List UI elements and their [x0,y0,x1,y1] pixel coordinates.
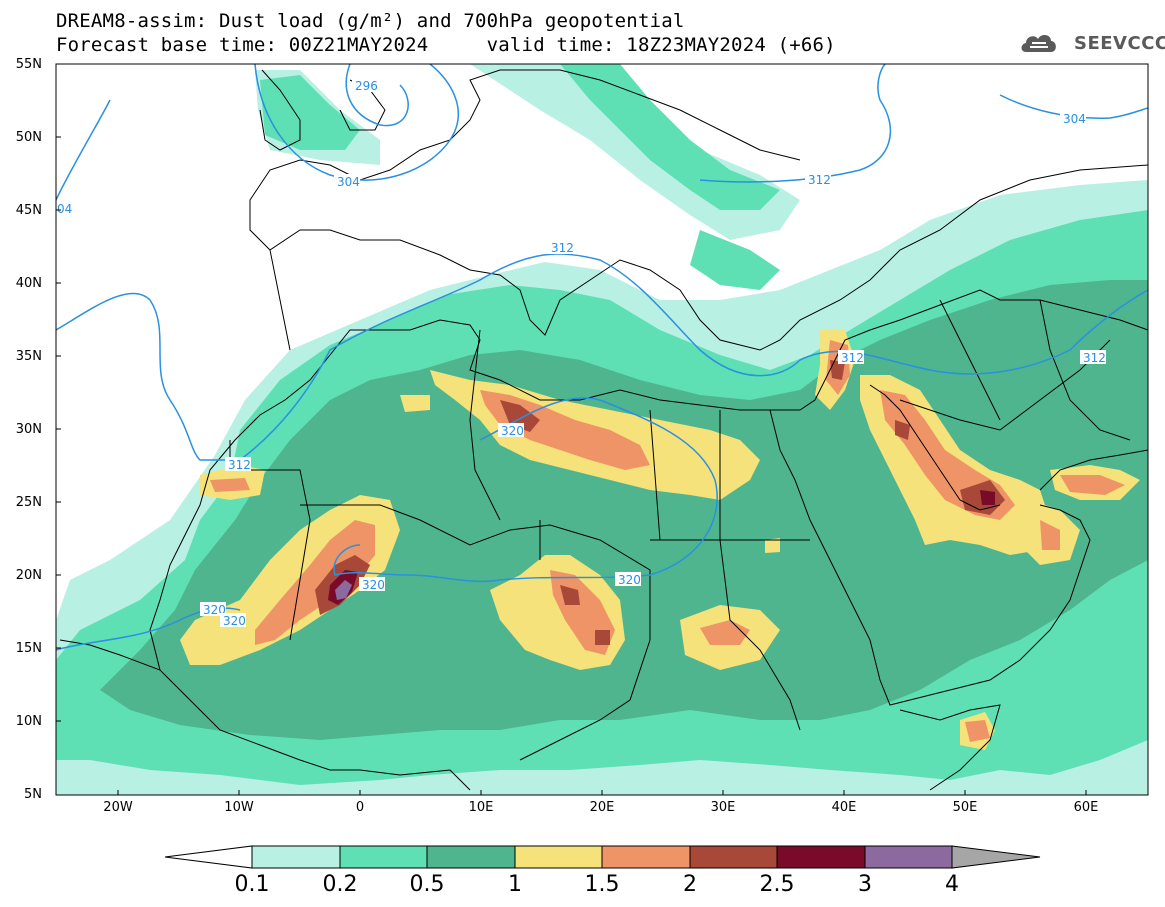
lat-label-5n: 5N [24,787,42,802]
lat-label-25n: 25N [15,495,42,510]
contour-label-312c: 312 [841,351,864,365]
contour-labels: 296 304 304 312 312 312 312 312 320 320 [57,78,1106,628]
axis-ticks [56,136,1087,795]
colorbar-bin-2.5 [776,845,866,869]
lat-label-50n: 50N [15,130,42,145]
lat-label-45n: 45N [15,203,42,218]
lat-label-40n: 40N [15,276,42,291]
colorbar [164,845,1041,869]
forecast-time-info: Forecast base time: 00Z21MAY2024 valid t… [56,34,836,56]
contour-label-312a: 312 [551,241,574,255]
lon-label-0: 0 [355,800,365,815]
lon-label-10e: 10E [468,800,494,815]
lat-label-10n: 10N [15,714,42,729]
contour-label-320b: 320 [362,578,385,592]
colorbar-arrow-low [164,845,253,869]
contour-label-304b: 304 [1063,112,1086,126]
contour-label-312e: 312 [1083,351,1106,365]
colorbar-label-0.1: 0.1 [234,872,270,897]
lat-label-15n: 15N [15,641,42,656]
lon-label-50e: 50E [952,800,978,815]
colorbar-bin-1 [514,845,603,869]
lat-label-30n: 30N [15,422,42,437]
contour-label-312d: 312 [228,458,251,472]
lon-label-20e: 20E [589,800,615,815]
colorbar-label-4: 4 [945,872,959,897]
colorbar-arrow-high [951,845,1041,869]
colorbar-bin-0.2 [339,845,428,869]
colorbar-label-0.5: 0.5 [409,872,445,897]
lat-label-35n: 35N [15,349,42,364]
lat-label-55n: 55N [15,57,42,72]
contour-label-320e: 320 [223,614,246,628]
lon-label-10w: 10W [224,800,254,815]
colorbar-label-2: 2 [683,872,697,897]
colorbar-bin-2 [689,845,778,869]
colorbar-label-1.5: 1.5 [584,872,620,897]
colorbar-bin-0.5 [426,845,516,869]
contour-label-320a: 320 [501,424,524,438]
map-title: DREAM8-assim: Dust load (g/m²) and 700hP… [56,10,685,32]
logo-text: SEEVCCC [1074,33,1165,54]
lon-label-40e: 40E [831,800,857,815]
cloud-logo-icon [1021,35,1056,52]
lon-label-60e: 60E [1073,800,1099,815]
colorbar-bin-0.1 [251,845,341,869]
coastlines-borders [59,69,1148,791]
colorbar-label-1: 1 [508,872,522,897]
colorbar-bin-3 [864,845,953,869]
contour-label-304c: 04 [57,202,72,216]
colorbar-label-2.5: 2.5 [759,872,795,897]
lon-label-20w: 20W [103,800,133,815]
contour-label-320c: 320 [618,573,641,587]
lat-label-20n: 20N [15,568,42,583]
lon-label-30e: 30E [710,800,736,815]
contour-label-304a: 304 [337,175,360,189]
colorbar-bin-1.5 [601,845,691,869]
contour-label-312b: 312 [808,173,831,187]
colorbar-label-0.2: 0.2 [322,872,358,897]
contour-label-296: 296 [355,79,378,93]
colorbar-label-3: 3 [858,872,872,897]
dust-shade-3 [335,580,352,600]
